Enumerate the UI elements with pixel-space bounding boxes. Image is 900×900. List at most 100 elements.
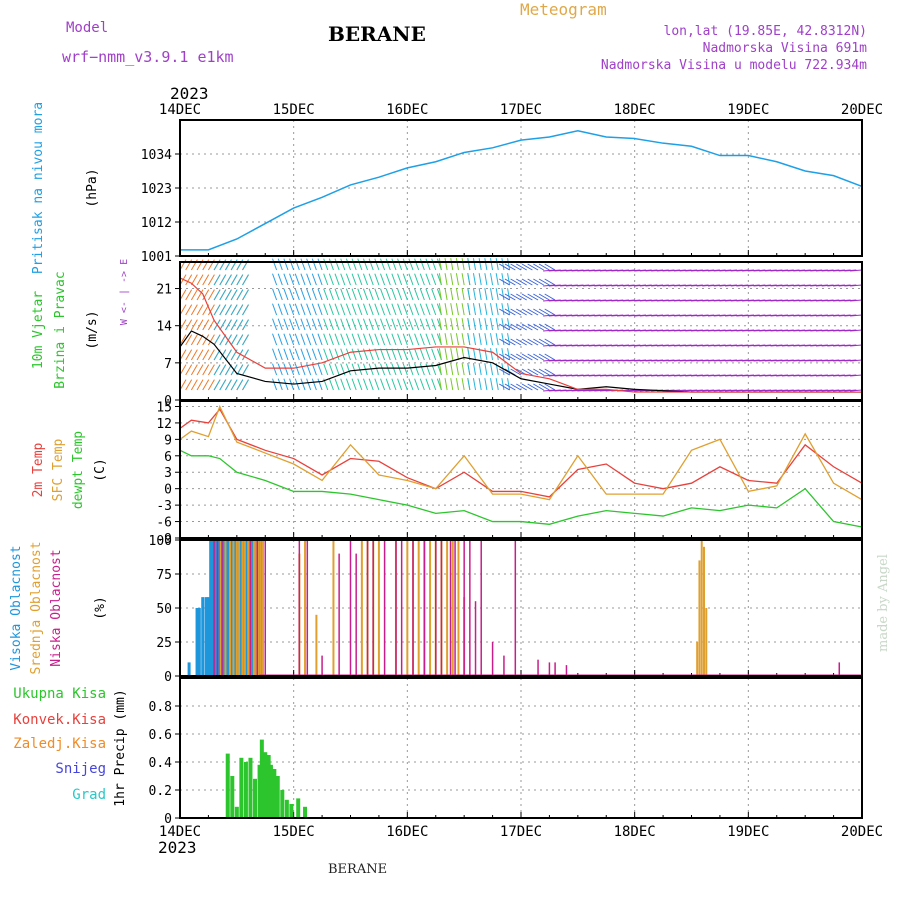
wind-barb: [300, 318, 306, 331]
wind-barb: [425, 378, 431, 391]
wind-barb: [444, 318, 448, 331]
cloud-high-bar: [251, 540, 255, 676]
wind-barb: [408, 258, 414, 271]
wind-barb: [501, 273, 505, 286]
wind-barb: [490, 258, 494, 271]
cloud-mid-bar: [219, 540, 222, 676]
x-tick-label-bottom: 16DEC: [386, 824, 428, 840]
wind-barb: [501, 348, 505, 361]
wind-barb: [213, 334, 221, 346]
pressure-axis-unit: (hPa): [85, 168, 100, 207]
wind-barb: [450, 348, 454, 361]
wind-barb: [277, 348, 283, 361]
wind-barb: [311, 378, 317, 391]
wind-barb: [236, 319, 244, 331]
wind-barb: [414, 333, 420, 346]
wind-barb: [521, 278, 533, 286]
wind-barb: [374, 378, 380, 391]
wind-barb: [391, 333, 397, 346]
wind-barb: [368, 378, 374, 391]
wind-barb: [317, 303, 323, 316]
wind-barb: [328, 273, 334, 286]
wind-barb: [207, 274, 215, 286]
cloud-high-bar: [211, 540, 215, 676]
wind-barb: [510, 293, 522, 301]
temp-axis-unit: (C): [93, 458, 108, 481]
cloud-low-bar: [338, 553, 340, 676]
wind-barb: [450, 273, 454, 286]
cloud-mid-bar: [229, 540, 232, 676]
wind-barb: [478, 303, 482, 316]
wind-barb: [357, 303, 363, 316]
wind-barb: [340, 303, 346, 316]
wind-barb: [225, 349, 232, 361]
wind-barb: [300, 258, 306, 271]
wind-barb: [533, 383, 544, 391]
wind-barb: [294, 363, 300, 376]
precip-legend-1: Konvek.Kisa: [13, 712, 106, 728]
wind-barb: [533, 338, 544, 346]
wind-barb: [498, 338, 510, 346]
temp-axis-title-3: dewpt Temp: [71, 431, 86, 509]
wind-barb: [478, 378, 482, 391]
wind-gust-line: [179, 277, 862, 393]
y-tick-label: 0: [164, 394, 172, 409]
wind-barb: [521, 368, 533, 376]
y-tick-label: 7: [164, 357, 172, 372]
wind-barb: [402, 378, 408, 391]
wind-barb: [357, 273, 363, 286]
precip-bar: [275, 776, 280, 818]
wind-barb: [478, 273, 482, 286]
wind-barb: [190, 274, 198, 286]
cloud-low-bar: [249, 540, 252, 676]
wind-barb: [368, 333, 374, 346]
cloud-high-bar: [201, 597, 205, 676]
cloud-low-bar: [440, 540, 443, 676]
wind-barb: [277, 273, 283, 286]
wind-barb: [225, 364, 232, 376]
wind-barb: [196, 319, 204, 331]
wind-barb: [328, 378, 334, 391]
wind-barb: [510, 278, 522, 286]
wind-barb: [334, 378, 340, 391]
wind-barb: [213, 289, 221, 301]
wind-barb: [472, 273, 477, 286]
wind-barb: [196, 379, 204, 391]
wind-barb: [444, 273, 448, 286]
wind-barb: [362, 273, 369, 286]
wind-barb: [323, 258, 329, 271]
wind-barb: [461, 363, 465, 376]
wind-barb: [294, 318, 300, 331]
panel-frame-temperature: [179, 400, 863, 539]
wind-barb: [323, 348, 329, 361]
wind-barb: [374, 288, 380, 301]
wind-barb: [544, 308, 556, 316]
wind-barb: [277, 378, 283, 391]
wind-barb: [272, 363, 278, 376]
wind-barb: [207, 289, 215, 301]
wind-barb: [495, 273, 499, 286]
wind-barb: [414, 378, 420, 391]
wind-barb: [380, 288, 386, 301]
wind-barb: [374, 348, 380, 361]
elevation-label: Nadmorska Visina 691m: [702, 41, 867, 56]
panel-frame-pressure: [179, 119, 863, 257]
wind-barb: [380, 318, 386, 331]
wind-barb: [294, 303, 300, 316]
wind-barb: [544, 323, 556, 331]
wind-barb: [272, 378, 278, 391]
wind-barb: [431, 303, 437, 316]
wind-barb: [242, 334, 249, 346]
wind-barb: [419, 288, 425, 301]
cloud-mid-bar: [235, 540, 238, 676]
wind-barb: [207, 364, 215, 376]
wind-barb: [516, 263, 527, 271]
wind-barb: [391, 318, 397, 331]
y-tick-label: 0.8: [149, 700, 172, 715]
wind-barb: [345, 333, 351, 346]
wind-barb: [340, 273, 346, 286]
wind-barb: [328, 258, 334, 271]
wind-barb: [507, 288, 511, 301]
wind-barb: [472, 288, 477, 301]
